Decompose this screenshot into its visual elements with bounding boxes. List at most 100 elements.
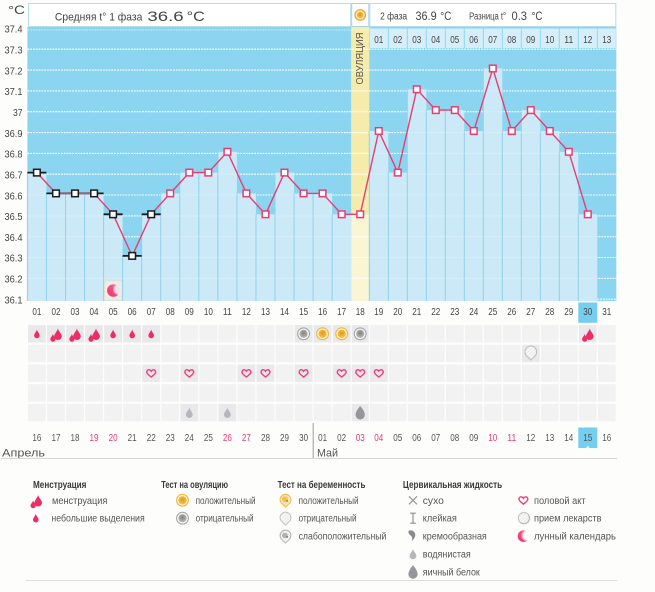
svg-text:14: 14 (564, 433, 573, 444)
svg-text:Средняя t° 1 фаза: Средняя t° 1 фаза (55, 11, 143, 23)
svg-text:06: 06 (469, 35, 478, 46)
svg-text:17: 17 (337, 307, 346, 318)
svg-text:04: 04 (90, 307, 99, 318)
svg-text:28: 28 (261, 433, 270, 444)
svg-text:20: 20 (109, 433, 118, 444)
svg-text:22: 22 (431, 307, 440, 318)
svg-text:прием лекарств: прием лекарств (534, 514, 602, 525)
svg-text:2 фаза: 2 фаза (380, 11, 407, 23)
svg-text:07: 07 (431, 433, 440, 444)
svg-text:11: 11 (223, 307, 232, 318)
svg-text:яичный белок: яичный белок (423, 566, 481, 578)
svg-text:04: 04 (431, 35, 440, 46)
svg-text:29: 29 (280, 433, 289, 444)
svg-text:09: 09 (469, 433, 478, 444)
svg-text:Тест на овуляцию: Тест на овуляцию (161, 480, 228, 491)
svg-text:°C: °C (8, 3, 25, 17)
svg-text:водянистая: водянистая (423, 549, 471, 560)
svg-text:30: 30 (299, 433, 308, 444)
svg-text:Май: Май (317, 448, 338, 460)
svg-text:10: 10 (488, 433, 497, 444)
svg-text:Цервикальная жидкость: Цервикальная жидкость (403, 480, 502, 491)
svg-text:25: 25 (488, 307, 497, 318)
svg-text:Апрель: Апрель (2, 448, 45, 460)
svg-text:37.1: 37.1 (5, 87, 23, 98)
svg-text:01: 01 (374, 35, 383, 46)
svg-text:23: 23 (166, 433, 175, 444)
svg-text:37.4: 37.4 (5, 25, 23, 36)
svg-text:29: 29 (564, 307, 573, 318)
svg-text:24: 24 (185, 433, 194, 444)
svg-text:36.2: 36.2 (5, 275, 23, 286)
svg-text:13: 13 (261, 307, 270, 318)
svg-text:04: 04 (374, 433, 383, 444)
svg-text:01: 01 (32, 307, 41, 318)
svg-text:36.9: 36.9 (416, 11, 437, 23)
svg-text:23: 23 (450, 307, 459, 318)
svg-text:0.3: 0.3 (512, 11, 528, 23)
svg-text:36.3: 36.3 (5, 254, 23, 265)
svg-text:менструация: менструация (52, 496, 107, 507)
svg-text:09: 09 (526, 35, 535, 46)
svg-text:17: 17 (51, 433, 60, 444)
svg-text:слабоположительный: слабоположительный (299, 531, 387, 543)
svg-text:27: 27 (526, 307, 535, 318)
svg-text:13: 13 (545, 433, 554, 444)
svg-text:08: 08 (450, 433, 459, 444)
svg-text:36.4: 36.4 (5, 233, 23, 244)
svg-text:05: 05 (450, 35, 459, 46)
svg-text:16: 16 (32, 433, 41, 444)
svg-text:19: 19 (374, 307, 383, 318)
svg-text:37.2: 37.2 (5, 66, 23, 77)
svg-text:12: 12 (526, 433, 535, 444)
svg-text:36.6: 36.6 (5, 191, 23, 202)
svg-text:кремообразная: кремообразная (423, 531, 487, 543)
svg-text:13: 13 (602, 35, 611, 46)
svg-text:11: 11 (507, 433, 516, 444)
svg-text:36.6: 36.6 (147, 8, 183, 24)
svg-text:отрицательный: отрицательный (196, 514, 254, 525)
svg-text:26: 26 (507, 307, 516, 318)
svg-text:36.7: 36.7 (5, 170, 23, 181)
svg-text:06: 06 (128, 307, 137, 318)
svg-text:16: 16 (602, 433, 611, 444)
svg-text:°C: °C (440, 11, 451, 23)
svg-text:16: 16 (318, 307, 327, 318)
svg-text:02: 02 (393, 35, 402, 46)
svg-text:15: 15 (299, 307, 308, 318)
svg-text:02: 02 (337, 433, 346, 444)
svg-text:небольшие выделения: небольшие выделения (51, 513, 144, 525)
svg-text:07: 07 (488, 35, 497, 46)
svg-text:клейкая: клейкая (423, 514, 457, 525)
svg-text:ОВУЛЯЦИЯ: ОВУЛЯЦИЯ (355, 33, 366, 85)
svg-text:18: 18 (71, 433, 80, 444)
svg-text:07: 07 (147, 307, 156, 318)
svg-text:21: 21 (412, 307, 421, 318)
svg-text:положительный: положительный (196, 496, 256, 507)
svg-text:03: 03 (356, 433, 365, 444)
svg-text:Разница t°: Разница t° (469, 12, 506, 23)
svg-text:02: 02 (51, 307, 60, 318)
svg-text:24: 24 (469, 307, 478, 318)
svg-text:10: 10 (545, 35, 554, 46)
svg-text:08: 08 (166, 307, 175, 318)
svg-text:28: 28 (545, 307, 554, 318)
svg-text:14: 14 (280, 307, 289, 318)
svg-text:18: 18 (356, 307, 365, 318)
svg-text:08: 08 (507, 35, 516, 46)
svg-text:27: 27 (242, 433, 251, 444)
svg-text:15: 15 (583, 433, 592, 444)
svg-text:36.9: 36.9 (5, 129, 23, 140)
svg-text:26: 26 (223, 433, 232, 444)
svg-text:22: 22 (147, 433, 156, 444)
svg-text:Менструация: Менструация (33, 480, 87, 491)
svg-text:12: 12 (242, 307, 251, 318)
svg-text:°C: °C (532, 11, 543, 23)
svg-text:сухо: сухо (423, 496, 444, 507)
svg-text:Тест на беременность: Тест на беременность (278, 479, 366, 491)
svg-text:12: 12 (583, 35, 592, 46)
svg-text:05: 05 (393, 433, 402, 444)
svg-text:03: 03 (71, 307, 80, 318)
svg-text:30: 30 (583, 307, 592, 318)
svg-text:10: 10 (204, 307, 213, 318)
